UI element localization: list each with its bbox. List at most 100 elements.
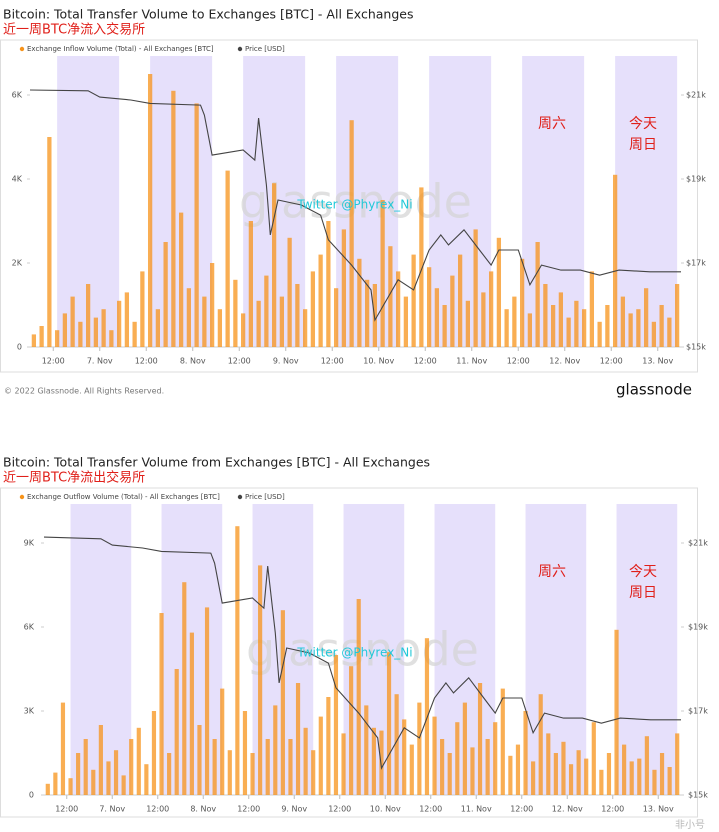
- volume-bar: [523, 711, 528, 795]
- volume-bar: [62, 313, 68, 347]
- chart-subtitle: 近一周BTC净流出交易所: [3, 470, 145, 486]
- chart: Bitcoin: Total Transfer Volume from Exch…: [0, 455, 708, 818]
- volume-bar: [235, 526, 240, 795]
- legend-swatch: [19, 46, 25, 52]
- volume-bar: [250, 753, 255, 795]
- volume-bar: [318, 254, 323, 347]
- volume-bar: [349, 120, 354, 347]
- volume-bar: [202, 296, 207, 347]
- x-tick-label: 12:00: [135, 357, 158, 366]
- volume-bar: [591, 722, 596, 795]
- volume-bar: [106, 761, 111, 795]
- annotation: 周六: [538, 564, 566, 580]
- volume-bar: [151, 711, 157, 795]
- volume-bar: [47, 137, 52, 347]
- x-tick-label: 12:00: [601, 805, 624, 814]
- y-tick-label: 2K: [12, 259, 23, 268]
- volume-bar: [233, 279, 238, 347]
- logo: glassnode: [616, 381, 692, 399]
- volume-bar: [174, 669, 179, 795]
- volume-bar: [558, 292, 564, 347]
- x-tick-label: 11. Nov: [461, 805, 492, 814]
- x-tick-label: 10. Nov: [370, 805, 401, 814]
- volume-bar: [220, 688, 225, 795]
- volume-bar: [273, 705, 278, 795]
- volume-bar: [496, 237, 502, 347]
- volume-bar: [622, 744, 627, 795]
- volume-bar: [227, 750, 232, 795]
- volume-bar: [659, 305, 664, 347]
- volume-bar: [98, 725, 103, 795]
- chart-title: Bitcoin: Total Transfer Volume from Exch…: [3, 455, 430, 470]
- volume-bar: [473, 229, 478, 347]
- volume-bar: [450, 275, 455, 347]
- volume-bar: [197, 725, 202, 795]
- volume-bar: [553, 753, 558, 795]
- volume-bar: [568, 764, 574, 795]
- x-tick-label: 12:00: [600, 357, 623, 366]
- volume-bar: [39, 326, 44, 347]
- volume-bar: [493, 722, 498, 795]
- volume-bar: [182, 582, 187, 795]
- volume-bar: [512, 296, 517, 347]
- y2-tick-label: $19k: [688, 623, 708, 632]
- volume-bar: [605, 305, 610, 347]
- volume-bar: [91, 769, 96, 795]
- volume-bar: [546, 733, 551, 795]
- volume-bar: [101, 309, 106, 347]
- volume-bar: [167, 753, 172, 795]
- x-tick-label: 9. Nov: [281, 805, 307, 814]
- volume-bar: [380, 200, 385, 347]
- volume-bar: [477, 683, 483, 795]
- volume-bar: [113, 750, 119, 795]
- volume-bar: [302, 309, 308, 347]
- volume-bar: [364, 705, 369, 795]
- volume-bar: [129, 739, 134, 795]
- volume-bar: [419, 187, 424, 347]
- volume-bar: [295, 683, 301, 795]
- weekend-band: [522, 56, 585, 347]
- legend-label: Exchange Outflow Volume (Total) - All Ex…: [27, 493, 220, 501]
- volume-bar: [264, 275, 269, 347]
- volume-bar: [543, 284, 548, 347]
- x-tick-label: 12:00: [42, 357, 65, 366]
- volume-bar: [394, 694, 399, 795]
- legend-label: Exchange Inflow Volume (Total) - All Exc…: [27, 45, 214, 53]
- volume-bar: [256, 300, 261, 347]
- volume-bar: [606, 753, 612, 795]
- volume-bar: [265, 739, 270, 795]
- x-tick-label: 12:00: [507, 357, 530, 366]
- volume-bar: [527, 313, 533, 347]
- volume-bar: [116, 300, 122, 347]
- volume-bar: [242, 711, 248, 795]
- volume-bar: [68, 778, 73, 795]
- x-tick-label: 12:00: [328, 805, 351, 814]
- volume-bar: [515, 744, 521, 795]
- volume-bar: [31, 334, 37, 347]
- volume-bar: [481, 292, 486, 347]
- volume-bar: [488, 271, 494, 347]
- annotation: 周六: [538, 116, 566, 132]
- price-line: [29, 89, 681, 322]
- y-tick-label: 3K: [24, 707, 35, 716]
- volume-bar: [132, 321, 137, 347]
- y-tick-label: 6K: [24, 623, 35, 632]
- volume-bar: [303, 727, 308, 795]
- volume-bar: [136, 727, 141, 795]
- x-tick-label: 12:00: [228, 357, 251, 366]
- annotation: 今天: [629, 116, 657, 132]
- y2-tick-label: $21k: [686, 91, 706, 100]
- volume-bar: [574, 300, 579, 347]
- volume-bar: [163, 242, 168, 347]
- volume-bar: [576, 750, 581, 795]
- legend-label: Price [USD]: [245, 45, 285, 53]
- volume-bar: [470, 747, 475, 795]
- legend-swatch: [19, 494, 25, 500]
- volume-bar: [447, 753, 452, 795]
- volume-bar: [667, 317, 672, 347]
- volume-bar: [379, 730, 384, 795]
- x-tick-label: 13. Nov: [643, 805, 674, 814]
- volume-bar: [535, 242, 540, 347]
- y2-tick-label: $21k: [688, 539, 708, 548]
- volume-bar: [597, 321, 602, 347]
